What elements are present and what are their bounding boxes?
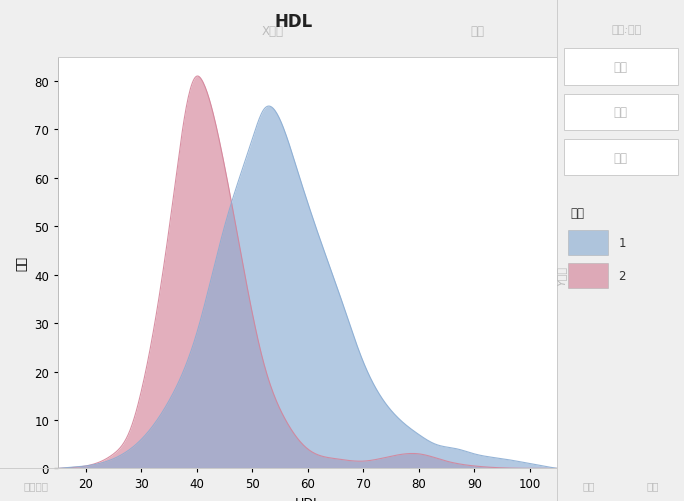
- Text: 2: 2: [618, 269, 626, 282]
- X-axis label: HDL: HDL: [295, 496, 321, 501]
- Text: 性别: 性别: [570, 206, 584, 219]
- Text: HDL: HDL: [275, 13, 313, 31]
- Text: 1: 1: [618, 236, 626, 249]
- Text: 叠加:性别: 叠加:性别: [612, 25, 642, 35]
- FancyBboxPatch shape: [564, 94, 678, 131]
- Text: 区间: 区间: [614, 151, 628, 164]
- Text: 重叠: 重叠: [471, 25, 484, 38]
- Text: 颜色: 颜色: [614, 61, 628, 74]
- Text: 页面: 页面: [646, 480, 659, 489]
- FancyBboxPatch shape: [564, 139, 678, 176]
- FancyBboxPatch shape: [568, 263, 608, 288]
- FancyBboxPatch shape: [564, 49, 678, 86]
- Text: X分组: X分组: [262, 25, 284, 38]
- Text: 大小: 大小: [614, 106, 628, 119]
- Text: Y分组: Y分组: [556, 266, 566, 286]
- FancyBboxPatch shape: [568, 230, 608, 256]
- Y-axis label: 计数: 计数: [16, 256, 29, 271]
- Text: 地图形状: 地图形状: [24, 480, 49, 489]
- Text: 频数: 频数: [583, 480, 595, 489]
